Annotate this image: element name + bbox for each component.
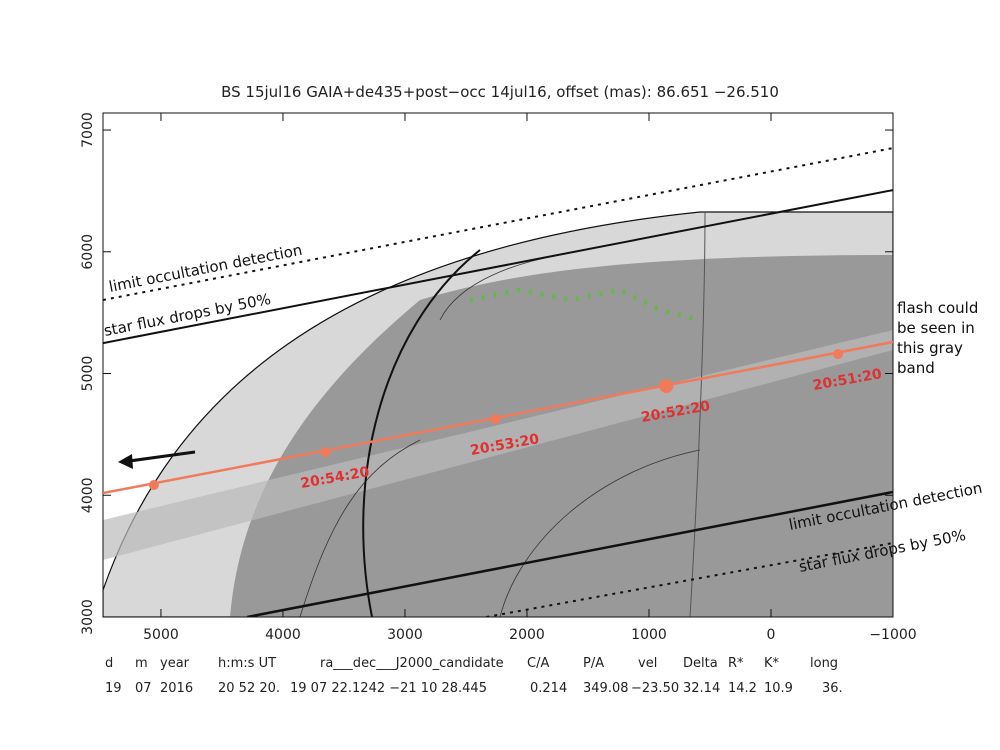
y-tick-label: 3000 — [80, 599, 96, 635]
footer-header: ra___dec___J2000_candidate — [320, 656, 504, 671]
note: flash could — [897, 299, 978, 317]
note: this gray — [897, 339, 963, 357]
footer-value: 32.14 — [683, 681, 720, 696]
x-tick-label: 3000 — [387, 627, 423, 643]
time-marker — [659, 379, 674, 394]
map-background — [103, 211, 893, 617]
line — [103, 189, 893, 345]
footer-header: long — [810, 656, 838, 671]
line — [247, 490, 893, 617]
footer-value: 20 52 20. — [218, 681, 280, 696]
time-marker — [148, 480, 159, 491]
y-tick-label: 5000 — [80, 356, 96, 392]
x-tick-label: 0 — [767, 627, 776, 643]
footer-header: Delta — [683, 656, 718, 671]
footer-value: 36. — [822, 681, 843, 696]
footer-header: R* — [728, 656, 744, 671]
x-tick-label: 1000 — [631, 627, 667, 643]
line — [486, 541, 893, 617]
y-tick-label: 4000 — [80, 477, 96, 513]
line — [103, 147, 893, 301]
time-marker — [320, 447, 331, 458]
footer-value: 07 — [135, 681, 152, 696]
x-tick-label: 2000 — [509, 627, 545, 643]
footer-header: K* — [764, 656, 780, 671]
footer-value: 19 — [105, 681, 122, 696]
plot-frame — [102, 112, 894, 618]
note: be seen in — [897, 319, 975, 337]
time-marker — [490, 414, 501, 425]
y-tick-label: 7000 — [80, 112, 96, 148]
time-marker — [833, 349, 844, 360]
annotation: limit occultation detection — [107, 241, 303, 296]
footer-header: d — [105, 656, 113, 671]
footer-value: 19 07 22.1242 −21 10 28.445 — [290, 681, 487, 696]
chart-title: BS 15jul16 GAIA+de435+post−occ 14jul16, … — [221, 83, 779, 101]
footer-header: year — [160, 656, 190, 671]
x-tick-label: 5000 — [143, 627, 179, 643]
footer-header: h:m:s UT — [218, 656, 276, 671]
footer-value: 0.214 — [530, 681, 567, 696]
footer-header: m — [135, 656, 148, 671]
x-tick-label: 4000 — [265, 627, 301, 643]
footer-value: −23.50 — [631, 681, 679, 696]
y-tick-label: 6000 — [80, 234, 96, 270]
arrow-head — [118, 454, 133, 469]
footer-value: 14.2 — [728, 681, 757, 696]
footer-value: 10.9 — [764, 681, 793, 696]
note: band — [897, 359, 935, 377]
footer-header: vel — [638, 656, 657, 671]
footer-value: 349.08 — [583, 681, 629, 696]
footer-header: C/A — [527, 656, 549, 671]
footer-value: 2016 — [160, 681, 193, 696]
footer-header: P/A — [583, 656, 604, 671]
x-tick-label: −1000 — [869, 627, 916, 643]
